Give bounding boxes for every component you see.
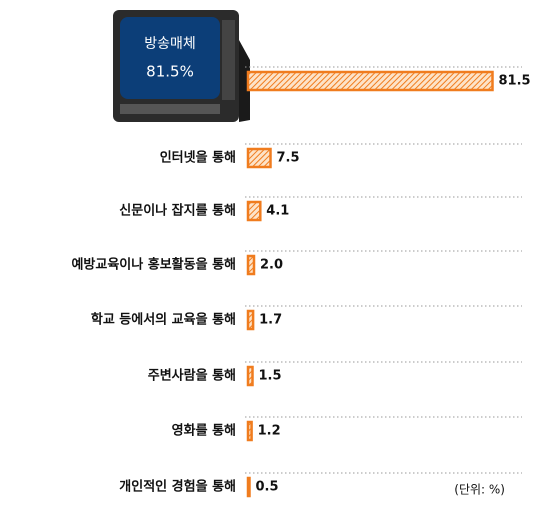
bar xyxy=(246,365,254,387)
category-label: 주변사람을 통해 xyxy=(148,368,236,384)
category-label: 신문이나 잡지를 통해 xyxy=(119,203,236,219)
tv-category: 방송매체 xyxy=(144,36,196,52)
bar xyxy=(246,309,255,331)
value-label: 0.5 xyxy=(256,480,279,495)
tv-annotation: 81.5% xyxy=(146,63,194,81)
value-label: 1.5 xyxy=(259,369,282,384)
bar xyxy=(246,420,253,442)
tv-icon xyxy=(113,10,250,122)
category-label: 예방교육이나 홍보활동을 통해 xyxy=(71,257,236,273)
value-label: 7.5 xyxy=(277,151,300,166)
bar xyxy=(246,476,251,498)
unit-note: (단위: %) xyxy=(454,483,505,497)
value-label: 81.5 xyxy=(499,74,531,89)
category-label: 학교 등에서의 교육을 통해 xyxy=(91,312,236,328)
bar xyxy=(246,147,272,169)
value-label: 1.2 xyxy=(258,424,281,439)
bar xyxy=(246,254,256,276)
bar xyxy=(246,200,262,222)
category-label: 영화를 통해 xyxy=(172,423,236,439)
bar xyxy=(246,70,494,92)
value-label: 2.0 xyxy=(260,258,283,273)
category-label: 개인적인 경험을 통해 xyxy=(119,479,236,495)
category-label: 인터넷을 통해 xyxy=(160,150,236,166)
value-label: 4.1 xyxy=(266,204,289,219)
value-label: 1.7 xyxy=(259,313,282,328)
